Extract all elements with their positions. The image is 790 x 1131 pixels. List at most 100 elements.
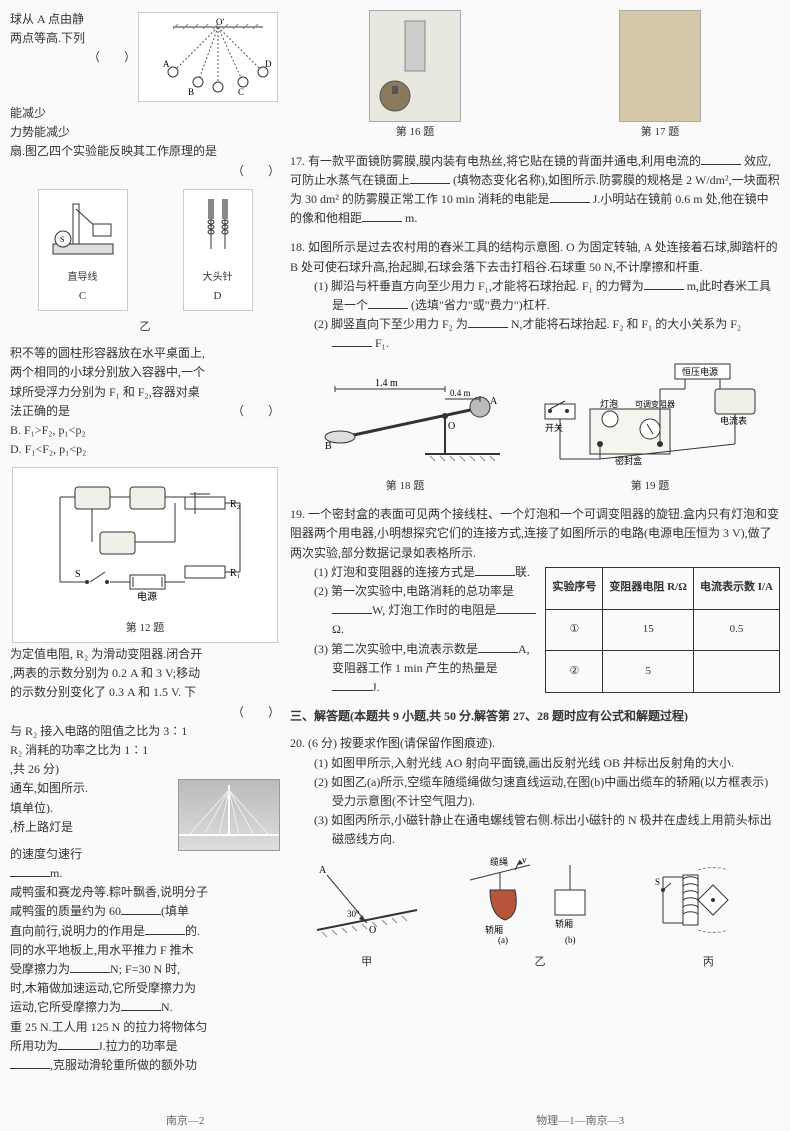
svg-text:D: D xyxy=(265,59,272,69)
page-footer: 南京—2 物理—1—南京—3 xyxy=(0,1113,790,1131)
opt: 力势能减少 xyxy=(10,123,280,142)
text: J.拉力的功率是 xyxy=(98,1039,178,1053)
svg-text:轿厢: 轿厢 xyxy=(485,924,503,935)
text: (2) 如图乙(a)所示,空缆车随缆绳做匀速直线运动,在图(b)中画出缆车的轿厢… xyxy=(308,773,780,811)
footer-left: 南京—2 xyxy=(166,1113,205,1131)
text: W, 灯泡工作时的电阻是 xyxy=(372,603,496,617)
text: 咸鸭蛋的质量约为 60 xyxy=(10,904,121,918)
q17-caption: 第 17 题 xyxy=(619,124,701,142)
svg-text:R₂: R₂ xyxy=(230,499,240,510)
exp-c-diagram: S 直导线 C xyxy=(38,189,128,311)
opt-b: B. F₁>F₂, p₁<p₂ xyxy=(10,421,280,440)
svg-text:密封盒: 密封盒 xyxy=(615,455,642,466)
text: N; F=30 N 时, xyxy=(110,962,180,976)
q16-photo xyxy=(369,10,461,122)
text: 同的水平地板上,用水平推力 F 推木 xyxy=(10,941,280,960)
paren: （ ） xyxy=(232,402,280,421)
text: 的速度匀速行 xyxy=(10,845,178,864)
q-num: 18. xyxy=(290,240,305,254)
text: 一个密封盒的表面可见两个接线柱、一个灯泡和一个可调变阻器的旋钮.盒内只有灯泡和变… xyxy=(290,507,779,559)
text: ,两表的示数分别为 0.2 A 和 3 V;移动 xyxy=(10,664,280,683)
pendulum-fragment: 球从 A 点由静 两点等高.下列 （ ） O' A xyxy=(10,10,280,336)
text: 法正确的是 xyxy=(10,402,70,421)
svg-text:O: O xyxy=(369,925,376,936)
svg-text:v: v xyxy=(522,855,527,865)
text: ,克服动滑轮重所做的额外功 xyxy=(50,1058,197,1072)
svg-text:C: C xyxy=(238,87,244,97)
pendulum-diagram: O' A B C D xyxy=(138,12,278,102)
svg-text:O: O xyxy=(448,421,455,432)
svg-text:可调变阻器: 可调变阻器 xyxy=(635,399,675,409)
text: Ω. xyxy=(332,622,344,636)
text: 球所受浮力分别为 F₁ 和 F₂,容器对桌 xyxy=(10,383,280,402)
cap: 乙 xyxy=(460,954,620,972)
svg-text:恒压电源: 恒压电源 xyxy=(682,366,718,377)
text: (1) 如图甲所示,入射光线 AO 射向平面镜,画出反射光线 OB 并标出反射角… xyxy=(308,754,780,773)
svg-text:0.4 m: 0.4 m xyxy=(450,388,471,398)
question-19: 19. 一个密封盒的表面可见两个接线柱、一个灯泡和一个可调变阻器的旋钮.盒内只有… xyxy=(290,505,780,697)
td: ② xyxy=(546,651,603,693)
text: 球从 A 点由静 xyxy=(10,10,136,29)
svg-text:B: B xyxy=(188,87,194,97)
paren: （ ） xyxy=(10,162,280,181)
text: 直向前行,说明力的作用是 xyxy=(10,924,145,938)
text: J. xyxy=(372,680,380,694)
left-column: 球从 A 点由静 两点等高.下列 （ ） O' A xyxy=(10,10,280,1083)
text: (3) 如图丙所示,小磁针静止在通电螺线管右侧.标出小磁针的 N 极并在虚线上用… xyxy=(308,811,780,849)
text: 如图所示是过去农村用的舂米工具的结构示意图. O 为固定转轴, A 处连接着石球… xyxy=(290,240,778,273)
question-20: 20. (6 分) 按要求作图(请保留作图痕迹). (1) 如图甲所示,入射光线… xyxy=(290,734,780,971)
text: 时,木箱做加速运动,它所受摩擦力为 xyxy=(10,979,280,998)
q19-diagram: 恒压电源 开关 灯泡 电流表 可调变阻器 密封盒 第 19 题 xyxy=(535,359,765,495)
opt: 扇.图乙四个实验能反映其工作原理的是 xyxy=(10,142,280,161)
svg-text:1.4 m: 1.4 m xyxy=(375,378,398,389)
q12-caption: 第 12 题 xyxy=(17,620,273,638)
svg-text:B: B xyxy=(325,441,332,452)
exp-d-diagram: 大头针 D xyxy=(183,189,253,311)
svg-text:A: A xyxy=(163,59,170,69)
section-3-head: 三、解答题(本题共 9 小题,共 50 分.解答第 27、28 题时应有公式和解… xyxy=(290,707,780,726)
question-18: 18. 如图所示是过去农村用的舂米工具的结构示意图. O 为固定转轴, A 处连… xyxy=(290,238,780,495)
opt: 与 R₂ 接入电路的阻值之比为 3∶1 xyxy=(10,722,280,741)
svg-text:S: S xyxy=(60,235,64,244)
footer-right: 物理—1—南京—3 xyxy=(536,1113,624,1131)
opt-d: D. F₁<F₂, p₁<p₂ xyxy=(10,440,280,459)
text: N. xyxy=(161,1000,173,1014)
text: (3) 第二次实验中,电流表示数是 xyxy=(314,642,478,656)
resistor-fragment: 为定值电阻, R₂ 为滑动变阻器.闭合开 ,两表的示数分别为 0.2 A 和 3… xyxy=(10,645,280,1075)
text: 为定值电阻, R₂ 为滑动变阻器.闭合开 xyxy=(10,645,280,664)
text: 两点等高.下列 xyxy=(10,29,136,48)
svg-text:电流表: 电流表 xyxy=(720,415,747,426)
text: m. xyxy=(405,211,417,225)
question-17: 17. 有一款平面镜防雾膜,膜内装有电热丝,将它贴在镜的背面并通电,利用电流的 … xyxy=(290,152,780,229)
text: ,共 26 分) xyxy=(10,760,280,779)
text: 通车,如图所示. xyxy=(10,779,178,798)
cap: 甲 xyxy=(307,954,427,972)
opt: R₂ 消耗的功率之比为 1∶1 xyxy=(10,741,280,760)
svg-text:A: A xyxy=(490,396,498,407)
text: (1) 脚沿与杆垂直方向至少用力 F₁,才能将石球抬起. F₁ 的力臂为 xyxy=(314,279,644,293)
q19-table: 实验序号变阻器电阻 R/Ω电流表示数 I/A ①150.5 ②5 xyxy=(545,567,780,693)
q20-bing-diagram: S 丙 xyxy=(653,855,763,971)
svg-text:轿厢: 轿厢 xyxy=(555,918,573,929)
buoyancy-fragment: 积不等的圆柱形容器放在水平桌面上, 两个相同的小球分别放入容器中,一个 球所受浮… xyxy=(10,344,280,459)
cap: 丙 xyxy=(653,954,763,972)
td: 0.5 xyxy=(693,609,779,651)
text: 填单位). xyxy=(10,799,178,818)
q20-jia-diagram: A 30° O 甲 xyxy=(307,855,427,971)
text: (2) 脚竖直向下至少用力 F₂ 为 xyxy=(314,317,468,331)
svg-text:R₁: R₁ xyxy=(230,568,240,579)
text: (6 分) 按要求作图(请保留作图痕迹). xyxy=(308,736,495,750)
text: ,桥上路灯是 xyxy=(10,818,178,837)
th: 电流表示数 I/A xyxy=(693,567,779,609)
q18-diagram: 1.4 m 0.4 m B O A 第 18 题 xyxy=(305,359,505,495)
td: 5 xyxy=(603,651,694,693)
text: (1) 灯泡和变阻器的连接方式是 xyxy=(314,565,475,579)
svg-text:A: A xyxy=(319,865,327,876)
q17-photo xyxy=(619,10,701,122)
image-row-16-17: 第 16 题 第 17 题 xyxy=(290,10,780,142)
text: 的. xyxy=(185,924,200,938)
svg-text:30°: 30° xyxy=(347,909,360,919)
text: (2) 第一次实验中,电路消耗的总功率是 xyxy=(314,584,514,598)
svg-text:S: S xyxy=(75,569,81,580)
text: m. xyxy=(50,866,62,880)
